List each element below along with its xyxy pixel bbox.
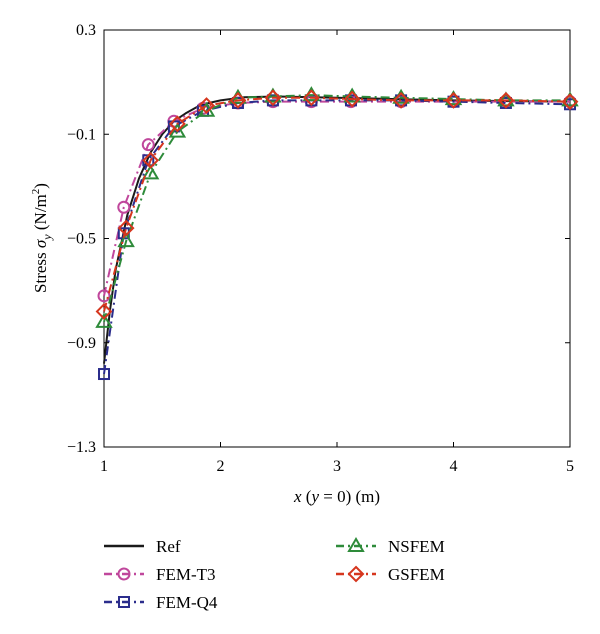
legend-label-fem-q4: FEM-Q4 — [156, 593, 218, 612]
data-point-gsfem — [168, 115, 186, 133]
data-point-fem-t3 — [97, 289, 111, 303]
legend-marker-nsfem — [347, 537, 365, 552]
plot-frame — [103, 29, 571, 448]
data-point-gsfem — [302, 89, 320, 107]
y-tick-label: 0.3 — [76, 22, 96, 39]
data-point-nsfem — [95, 312, 113, 328]
data-point-gsfem — [445, 91, 462, 109]
x-tick-label: 3 — [333, 458, 341, 475]
legend-label-gsfem: GSFEM — [388, 565, 445, 584]
data-point-gsfem — [95, 303, 113, 320]
series-line-gsfem — [103, 96, 571, 312]
legend-label-ref: Ref — [156, 537, 181, 556]
x-axis-label: x (y = 0) (m) — [293, 487, 380, 506]
legend-marker-gsfem — [347, 565, 365, 583]
x-tick-label: 2 — [217, 458, 225, 475]
data-point-gsfem — [497, 91, 515, 109]
data-point-nsfem — [168, 122, 187, 138]
series-layer — [95, 86, 579, 381]
legend-item-fem-q4: FEM-Q4 — [104, 593, 218, 612]
series-line-nsfem — [103, 94, 570, 323]
data-point-gsfem — [198, 97, 215, 114]
legend-item-fem-t3: FEM-T3 — [104, 565, 216, 584]
data-point-nsfem — [117, 232, 135, 248]
x-tick-label: 5 — [566, 458, 574, 475]
data-point-fem-t3 — [141, 138, 155, 152]
data-point-gsfem — [343, 90, 361, 108]
x-tick-label: 4 — [450, 458, 458, 475]
tick-layer: 1 2 3 4 5 0.3 −0.1 −0.5 −0.9 −1.3 — [67, 22, 574, 475]
data-point-fem-q4 — [98, 368, 110, 381]
legend: Ref FEM-T3 FEM-Q4 NSFEM GSFEM — [104, 537, 445, 612]
data-point-gsfem — [117, 219, 135, 237]
y-tick-label: −1.3 — [67, 439, 96, 456]
series-fem-q4 — [98, 94, 576, 381]
data-point-gsfem — [561, 93, 579, 111]
y-axis-label: Stress σy (N/m2) — [30, 183, 54, 293]
data-point-gsfem — [264, 89, 282, 107]
data-point-gsfem — [392, 91, 410, 109]
y-tick-label: −0.1 — [67, 126, 96, 143]
data-point-gsfem — [229, 91, 247, 109]
series-line-fem-q4 — [103, 99, 571, 375]
legend-marker-fem-q4 — [118, 596, 130, 608]
data-point-gsfem — [142, 151, 160, 169]
legend-marker-fem-t3 — [117, 567, 131, 581]
y-tick-label: −0.9 — [67, 335, 96, 352]
legend-label-fem-t3: FEM-T3 — [156, 565, 216, 584]
data-point-nsfem — [141, 164, 160, 180]
legend-item-gsfem: GSFEM — [336, 565, 445, 584]
series-gsfem — [95, 89, 579, 320]
y-tick-label: −0.5 — [67, 231, 96, 248]
legend-label-nsfem: NSFEM — [388, 537, 445, 556]
x-tick-label: 1 — [100, 458, 108, 475]
legend-item-ref: Ref — [104, 537, 181, 556]
legend-item-nsfem: NSFEM — [336, 537, 445, 556]
data-point-fem-t3 — [117, 200, 131, 214]
